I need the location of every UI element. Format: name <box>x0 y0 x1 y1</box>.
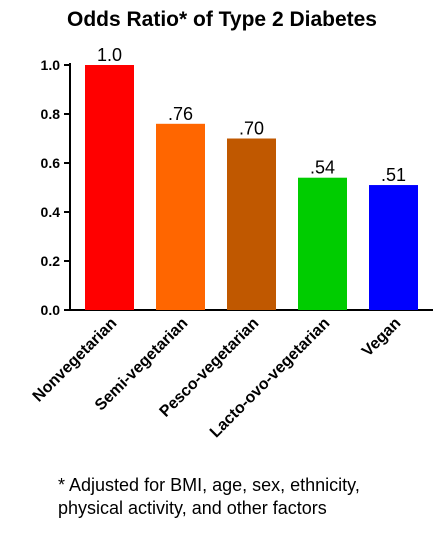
bar-value-label: .54 <box>310 158 335 178</box>
bar <box>85 65 134 310</box>
bar-value-label: .51 <box>381 165 406 185</box>
y-tick-label: 0.8 <box>41 106 61 122</box>
footnote-line-2: physical activity, and other factors <box>58 498 327 518</box>
y-tick-label: 0.0 <box>41 302 61 318</box>
y-tick-label: 0.4 <box>41 204 61 220</box>
chart-title: Odds Ratio* of Type 2 Diabetes <box>66 8 377 31</box>
y-tick-label: 1.0 <box>41 57 61 73</box>
bar <box>298 177 347 310</box>
x-category-label: Vegan <box>359 315 404 360</box>
y-tick-label: 0.6 <box>41 155 61 171</box>
bar-value-label: 1.0 <box>97 45 122 65</box>
x-category-label: Lacto-ovo-vegetarian <box>207 315 333 441</box>
y-tick-label: 0.2 <box>41 253 61 269</box>
bar <box>227 138 276 310</box>
footnote-line-1: * Adjusted for BMI, age, sex, ethnicity, <box>58 475 360 495</box>
bar-value-label: .76 <box>168 104 193 124</box>
bar <box>156 123 205 310</box>
bar-value-label: .70 <box>239 119 264 139</box>
bar <box>369 185 418 310</box>
chart-footnote: * Adjusted for BMI, age, sex, ethnicity,… <box>58 474 438 520</box>
